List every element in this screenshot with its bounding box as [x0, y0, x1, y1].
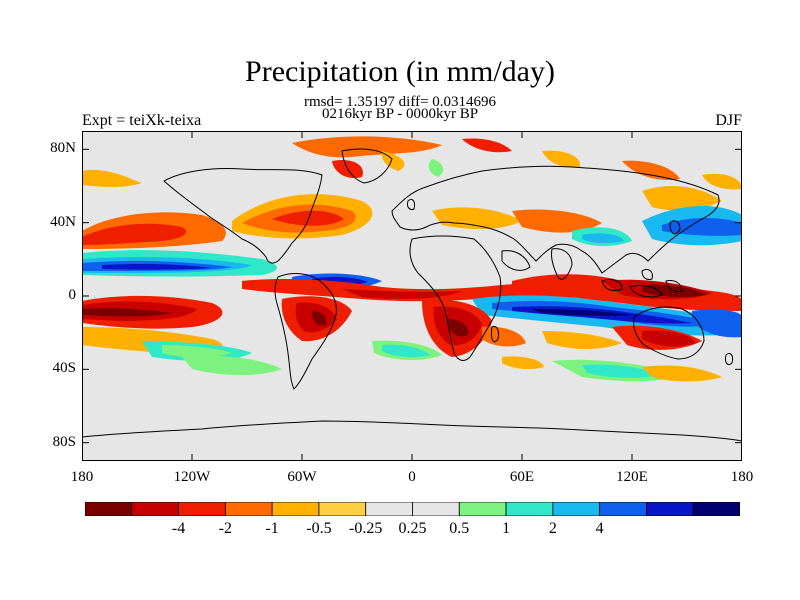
lat-label: 40N — [50, 213, 76, 230]
colorbar-box — [458, 502, 507, 516]
map-title: Precipitation (in mm/day) — [245, 55, 555, 88]
colorbar-box — [505, 502, 554, 516]
coastlines — [82, 148, 742, 442]
lat-label: 40S — [52, 360, 76, 377]
period-line: 0216kyr BP - 0000kyr BP — [321, 106, 479, 122]
colorbar-box — [599, 502, 647, 516]
lat-label: 80N — [50, 140, 76, 157]
lon-label: 180 — [730, 469, 754, 485]
colorbar-label: 1 — [502, 520, 511, 537]
season-label: DJF — [715, 112, 742, 129]
colorbar-label: 4 — [595, 520, 604, 537]
lat-label: 0 — [68, 287, 77, 303]
colorbar-label: -2 — [218, 520, 232, 537]
colorbar-label: -1 — [265, 520, 279, 537]
colorbar-label: -0.5 — [306, 520, 332, 537]
colorbar-box — [178, 502, 226, 516]
precip-map — [82, 131, 742, 461]
colorbar-box — [271, 502, 320, 516]
colorbar-label: -0.25 — [349, 520, 383, 537]
colorbar-box — [646, 502, 694, 516]
colorbar-box — [224, 502, 273, 516]
lon-label: 60W — [287, 469, 317, 485]
precip-field — [82, 136, 742, 382]
lon-label: 0 — [408, 469, 416, 485]
colorbar-box — [85, 502, 133, 516]
colorbar-box — [692, 502, 740, 516]
colorbar-box — [318, 502, 367, 516]
experiment-label: Expt = teiXk-teixa — [82, 112, 202, 129]
axis-ticks — [82, 131, 742, 461]
colorbar-box — [412, 502, 460, 516]
lon-label: 180 — [70, 469, 94, 485]
lon-label: 120W — [173, 469, 211, 485]
colorbar-box — [365, 502, 413, 516]
lon-label: 120E — [616, 469, 648, 485]
lat-label: 80S — [52, 433, 76, 450]
lon-label: 60E — [509, 469, 535, 485]
colorbar-box — [131, 502, 179, 516]
colorbar-label: 2 — [548, 520, 557, 537]
colorbar-label: 0.5 — [449, 520, 470, 537]
colorbar — [85, 502, 740, 516]
colorbar-label: 0.25 — [398, 520, 427, 537]
colorbar-label: -4 — [171, 520, 186, 537]
stats-line: rmsd= 1.35197 diff= 0.0314696 — [303, 94, 497, 110]
colorbar-box — [552, 502, 601, 516]
